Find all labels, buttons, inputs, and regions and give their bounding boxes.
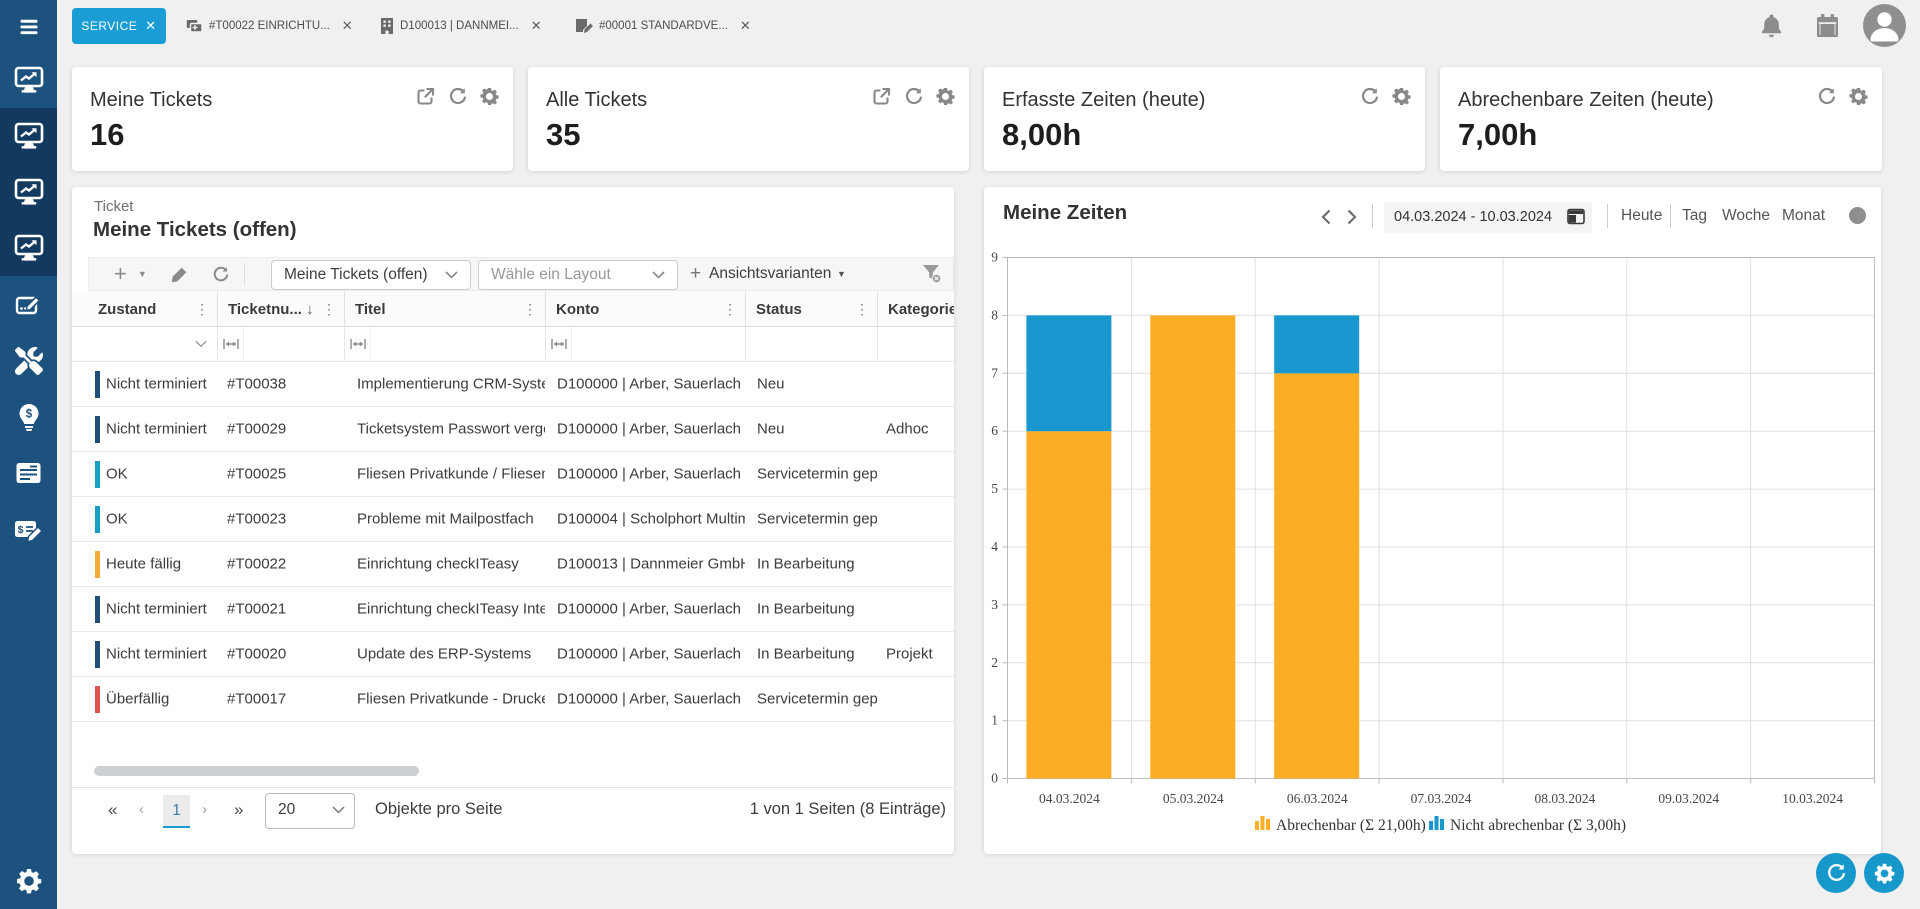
svg-text:1: 1 bbox=[991, 713, 998, 728]
svg-text:5: 5 bbox=[991, 481, 998, 496]
svg-text:Abrechenbar (Σ 21,00h): Abrechenbar (Σ 21,00h) bbox=[1276, 817, 1426, 834]
svg-text:8: 8 bbox=[991, 307, 998, 322]
svg-text:9: 9 bbox=[991, 250, 998, 265]
svg-text:09.03.2024: 09.03.2024 bbox=[1658, 791, 1719, 806]
svg-text:4: 4 bbox=[991, 539, 998, 554]
svg-text:Nicht abrechenbar (Σ 3,00h): Nicht abrechenbar (Σ 3,00h) bbox=[1450, 817, 1626, 834]
svg-text:08.03.2024: 08.03.2024 bbox=[1535, 791, 1596, 806]
svg-text:2: 2 bbox=[991, 655, 998, 670]
svg-text:04.03.2024: 04.03.2024 bbox=[1039, 791, 1100, 806]
svg-text:$: $ bbox=[18, 524, 24, 536]
svg-text:07.03.2024: 07.03.2024 bbox=[1411, 791, 1472, 806]
svg-text:$: $ bbox=[25, 409, 32, 421]
svg-text:06.03.2024: 06.03.2024 bbox=[1287, 791, 1348, 806]
svg-text:6: 6 bbox=[991, 423, 998, 438]
svg-text:7: 7 bbox=[991, 365, 998, 380]
svg-text:3: 3 bbox=[991, 597, 998, 612]
svg-text:05.03.2024: 05.03.2024 bbox=[1163, 791, 1224, 806]
svg-text:10.03.2024: 10.03.2024 bbox=[1782, 791, 1843, 806]
svg-text:0: 0 bbox=[991, 771, 998, 786]
